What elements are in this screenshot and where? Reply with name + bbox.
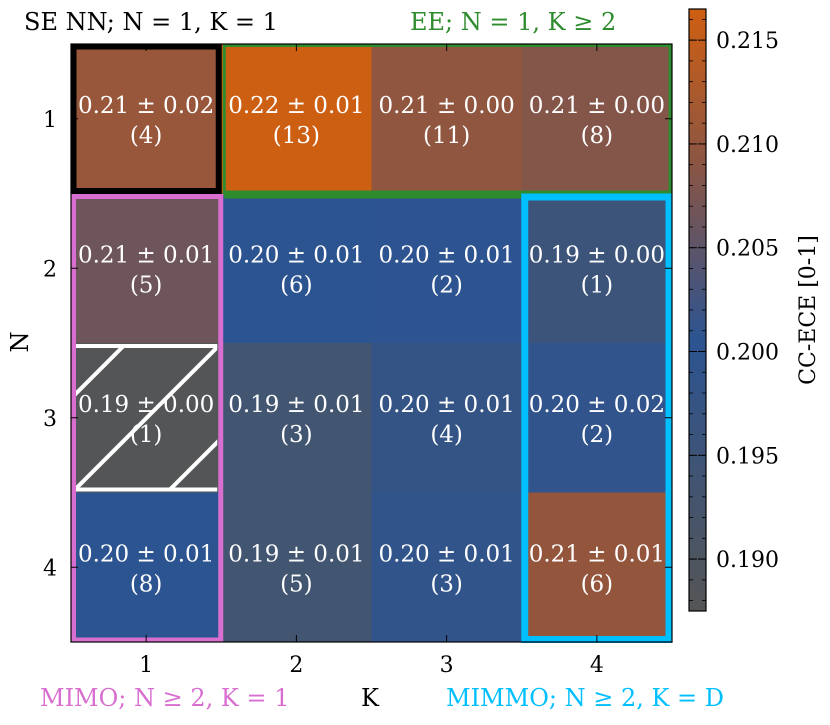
hatched-cell-overlay xyxy=(0,344,218,492)
cell-rank-n1-k4: (8) xyxy=(581,123,614,149)
cell-value-n2-k4: 0.19 ± 0.00 xyxy=(529,242,665,268)
cell-rank-n3-k3: (4) xyxy=(430,422,463,448)
cell-rank-n3-k1: (1) xyxy=(130,422,163,448)
cell-rank-n2-k3: (2) xyxy=(430,272,463,298)
colorbar-tick-label: 0.195 xyxy=(716,444,779,469)
cell-value-n3-k4: 0.20 ± 0.02 xyxy=(529,392,665,418)
heatmap-cell-n4-k1 xyxy=(71,492,222,643)
hatch-line xyxy=(75,346,218,490)
colorbar-tick-label: 0.215 xyxy=(716,29,779,54)
heatmap-cell-n4-k3 xyxy=(371,492,523,643)
cell-rank-n1-k1: (4) xyxy=(130,123,163,149)
cell-rank-n4-k2: (5) xyxy=(280,571,313,597)
colorbar-tick-label: 0.200 xyxy=(716,341,779,366)
region-label-mimo: MIMO; N ≥ 2, K = 1 xyxy=(40,684,289,712)
plot-axes: 1 2 3 4 1 2 3 4 xyxy=(43,43,673,678)
cell-value-n2-k3: 0.20 ± 0.01 xyxy=(378,242,514,268)
cell-value-n3-k1: 0.19 ± 0.00 xyxy=(78,392,214,418)
cell-value-n2-k1: 0.21 ± 0.01 xyxy=(78,242,214,268)
x-tick-label-4: 4 xyxy=(590,653,604,678)
colorbar: 0.190 0.195 0.200 0.205 0.210 0.215 xyxy=(688,8,779,612)
hatch-line xyxy=(168,439,218,490)
hatch-line xyxy=(0,346,29,490)
colorbar-tick-label: 0.190 xyxy=(716,548,779,573)
hatch-line xyxy=(75,346,125,398)
cell-rank-n1-k2: (13) xyxy=(273,123,320,149)
heatmap-cells xyxy=(71,44,673,643)
heatmap-cell-n2-k2 xyxy=(221,193,372,344)
cell-rank-n3-k4: (2) xyxy=(581,422,614,448)
x-tick-label-2: 2 xyxy=(289,653,303,678)
cell-rank-n1-k3: (11) xyxy=(423,123,470,149)
cell-rank-n4-k1: (8) xyxy=(130,571,163,597)
cell-value-n1-k3: 0.21 ± 0.00 xyxy=(378,93,514,119)
heatmap-cell-n4-k2 xyxy=(221,492,372,643)
cell-rank-n2-k2: (6) xyxy=(280,272,313,298)
x-axis-label: K xyxy=(361,684,380,712)
cell-value-n1-k2: 0.22 ± 0.01 xyxy=(228,93,364,119)
heatmap-cell-n2-k3 xyxy=(371,193,523,344)
colorbar-tick-label: 0.210 xyxy=(716,133,779,158)
cell-value-n3-k2: 0.19 ± 0.01 xyxy=(228,392,364,418)
cell-rank-n4-k4: (6) xyxy=(581,571,614,597)
colorbar-tick-label: 0.205 xyxy=(716,237,779,262)
heatmap-cell-n1-k2 xyxy=(221,44,372,194)
cell-value-n1-k1: 0.21 ± 0.02 xyxy=(78,93,214,119)
heatmap-cell-n1-k4 xyxy=(521,44,673,194)
heatmap-cell-n4-k4 xyxy=(521,492,673,643)
cell-rank-n4-k3: (3) xyxy=(430,571,463,597)
x-tick-label-3: 3 xyxy=(440,653,454,678)
cell-value-n1-k4: 0.21 ± 0.00 xyxy=(529,93,665,119)
cell-value-n4-k2: 0.19 ± 0.01 xyxy=(228,541,364,567)
cell-rank-n3-k2: (3) xyxy=(280,422,313,448)
y-tick-label-3: 3 xyxy=(43,407,57,432)
cell-value-n4-k1: 0.20 ± 0.01 xyxy=(78,541,214,567)
region-label-se-nn: SE NN; N = 1, K = 1 xyxy=(24,8,278,36)
cell-value-n3-k3: 0.20 ± 0.01 xyxy=(378,392,514,418)
region-label-ee: EE; N = 1, K ≥ 2 xyxy=(410,8,616,36)
cell-value-n4-k4: 0.21 ± 0.01 xyxy=(529,541,665,567)
x-tick-label-1: 1 xyxy=(139,653,153,678)
heatmap-cell-n2-k4 xyxy=(521,193,673,344)
heatmap-cell-n1-k1 xyxy=(71,44,222,194)
y-tick-label-1: 1 xyxy=(43,108,57,133)
cell-value-n2-k2: 0.20 ± 0.01 xyxy=(228,242,364,268)
heatmap-cell-n3-k2 xyxy=(221,343,372,493)
region-label-mimmo: MIMMO; N ≥ 2, K = D xyxy=(446,684,724,712)
y-axis-label: N xyxy=(6,332,34,353)
cell-annotations: 0.21 ± 0.02 (4) 0.22 ± 0.01 (13) 0.21 ± 0.00… xyxy=(78,93,665,598)
y-tick-label-2: 2 xyxy=(43,257,57,282)
heatmap-cell-n3-k4 xyxy=(521,343,673,493)
heatmap-cell-n3-k3 xyxy=(371,343,523,493)
cell-rank-n2-k1: (5) xyxy=(130,272,163,298)
cell-value-n4-k3: 0.20 ± 0.01 xyxy=(378,541,514,567)
colorbar-label: CC-ECE [0-1] xyxy=(796,235,821,385)
heatmap-cell-n2-k1 xyxy=(71,193,222,344)
heatmap-cell-n1-k3 xyxy=(371,44,523,194)
axes-frame xyxy=(70,43,673,643)
y-tick-label-4: 4 xyxy=(43,556,57,581)
cell-rank-n2-k4: (1) xyxy=(581,272,614,298)
